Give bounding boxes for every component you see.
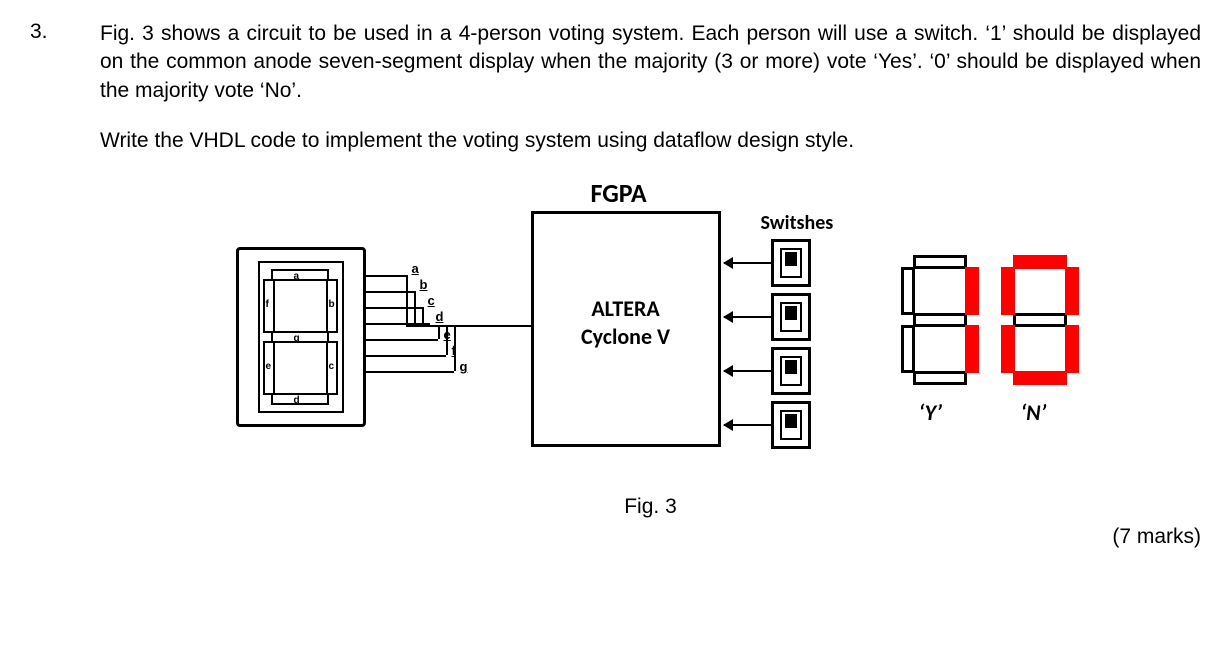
pin-label-e: e — [444, 327, 451, 342]
switch-2 — [771, 293, 811, 341]
pin-label-f: f — [452, 343, 456, 358]
seg-label-g: g — [294, 333, 300, 344]
pin-label-a: a — [412, 261, 419, 276]
seg-label-c: c — [329, 361, 335, 372]
question-paragraph-1: Fig. 3 shows a circuit to be used in a 4… — [100, 20, 1201, 105]
display-y-label: ‘Y’ — [919, 399, 942, 426]
question-paragraph-2: Write the VHDL code to implement the vot… — [100, 127, 1201, 155]
seg-label-e: e — [266, 361, 272, 372]
fpga-line2: Cyclone V — [581, 323, 670, 350]
switches-label: Switshes — [761, 211, 834, 235]
arrow-sw2 — [724, 316, 771, 318]
example-displays — [901, 255, 1079, 385]
display-y — [901, 255, 979, 385]
seg-label-a: a — [294, 271, 300, 282]
pin-label-d: d — [436, 309, 444, 324]
fpga-chip-label: ALTERA Cyclone V — [531, 295, 721, 350]
fpga-title: FGPA — [591, 177, 647, 209]
arrow-sw1 — [724, 262, 771, 264]
display-n — [1001, 255, 1079, 385]
arrow-sw4 — [724, 424, 771, 426]
seg-label-d: d — [294, 395, 300, 406]
switch-3 — [771, 347, 811, 395]
display-n-label: ‘N’ — [1021, 399, 1047, 426]
seven-segment-display: a b c d e f g — [236, 247, 366, 427]
marks: (7 marks) — [100, 525, 1201, 549]
fpga-line1: ALTERA — [591, 295, 659, 322]
figure-diagram: FGPA ALTERA Cyclone V Switshes — [201, 177, 1101, 487]
pin-label-g: g — [460, 359, 468, 374]
seg-label-f: f — [266, 299, 269, 310]
question-number: 3. — [30, 20, 100, 549]
arrow-sw3 — [724, 370, 771, 372]
switch-4 — [771, 401, 811, 449]
switch-1 — [771, 239, 811, 287]
seg-label-b: b — [329, 299, 335, 310]
pin-label-b: b — [420, 277, 428, 292]
figure-caption: Fig. 3 — [100, 495, 1201, 519]
pin-label-c: c — [428, 293, 435, 308]
